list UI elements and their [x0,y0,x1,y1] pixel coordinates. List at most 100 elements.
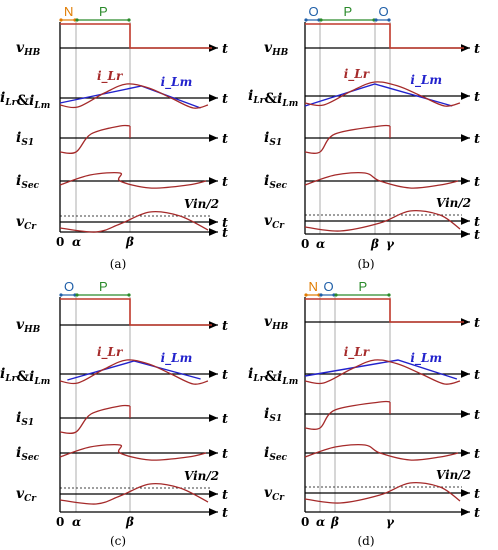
ilm-waveform [67,360,201,381]
t-label: t [474,316,480,331]
ilm-label: i_Lm [410,73,442,88]
panel-caption: (a) [110,257,127,271]
is1-waveform [59,404,131,434]
origin-label: 0 [56,515,64,529]
isec-waveform [304,443,459,461]
panel-a: t vHB t iLr&iLm t iS1 t iSec t vCr t 0 α β N Pi_Lr i_Lm V… [0,4,228,271]
t-label: t [222,226,228,241]
ilm-waveform [304,83,453,107]
tick-label-1: β [330,515,339,529]
vin-half-label: Vin/2 [436,468,471,482]
ilm-waveform [304,359,458,380]
vin-half-label: Vin/2 [184,469,219,483]
ilr-waveform [59,359,209,385]
vcr-label: vCr [264,213,285,231]
t-label: t [222,132,228,147]
isec-waveform [59,171,207,189]
ilr-waveform [59,83,209,109]
isec-waveform [59,443,207,461]
ilm-label: i_Lm [161,351,193,366]
mode-label-P: P [344,4,353,19]
mode-dot [59,293,63,297]
mode-label-N: N [64,4,73,19]
panel-caption: (d) [357,534,374,548]
tick-label-0: α [316,515,325,529]
mode-label-P: P [99,4,108,19]
t-label: t [222,216,228,231]
ilm-label: i_Lm [410,351,442,366]
tick-label-1: β [370,237,379,251]
ilr-label: i_Lr [344,67,371,82]
mode-dot [304,293,308,297]
vhb-waveform [305,298,464,323]
is1-label: iS1 [16,410,34,428]
t-label: t [222,319,228,334]
is1-waveform [304,400,391,430]
tick-label-1: β [125,235,134,249]
panel-caption: (b) [357,257,374,271]
t-label: t [222,42,228,57]
isec-label: iSec [264,173,288,191]
vhb-label: vHB [16,317,41,335]
vcr-waveform [59,483,209,505]
mode-label-N: N [309,279,318,294]
isec-label: iSec [16,445,40,463]
origin-label: 0 [301,515,309,529]
t-label: t [222,506,228,521]
ilr-label: i_Lr [344,345,371,360]
vhb-waveform [305,23,464,49]
mode-dot [127,293,131,297]
ilr-label: i_Lr [97,345,124,360]
vhb-label: vHB [16,40,41,58]
is1-waveform [59,124,131,154]
vcr-label: vCr [16,486,37,504]
tick-label-0: α [316,237,325,251]
ilr-waveform [304,81,461,107]
mode-label-O: O [309,4,319,19]
mode-dot [304,18,308,22]
ilr-ilm-label: iLr&iLm [248,88,298,109]
t-label: t [222,412,228,427]
mode-label-P: P [359,279,368,294]
mode-dot [334,293,338,297]
vhb-label: vHB [264,40,289,58]
mode-dot [127,18,131,22]
vhb-label: vHB [264,314,289,332]
t-label: t [474,487,480,502]
tick-label-0: α [72,235,81,249]
tick-label-2: γ [386,515,395,529]
vin-half-label: Vin/2 [436,196,471,210]
t-label: t [474,42,480,57]
mode-label-O: O [64,279,74,294]
mode-dot [75,293,79,297]
panel-d: t vHB t iLr&iLm t iS1 t iSec t vCr t 0 α β γ N O Pi_Lr i_L… [248,279,480,548]
vhb-waveform [60,298,212,326]
origin-label: 0 [301,237,309,251]
mode-label-P: P [99,279,108,294]
mode-label-O: O [379,4,389,19]
panel-caption: (c) [110,534,126,548]
is1-waveform [304,124,391,154]
mode-dot [75,18,79,22]
vcr-waveform [304,210,461,232]
t-label: t [474,132,480,147]
vcr-label: vCr [16,214,37,232]
t-label: t [474,368,480,383]
tick-label-1: β [125,515,134,529]
ilr-label: i_Lr [97,69,124,84]
is1-label: iS1 [16,130,34,148]
mode-dot [59,18,63,22]
tick-label-2: γ [386,237,395,251]
is1-label: iS1 [264,130,282,148]
origin-label: 0 [56,235,64,249]
vin-half-label: Vin/2 [184,197,219,211]
vhb-waveform [60,23,212,49]
mode-label-O: O [324,279,334,294]
t-label: t [474,408,480,423]
t-label: t [222,175,228,190]
isec-label: iSec [16,173,40,191]
mode-dot [387,293,391,297]
vcr-waveform [59,211,209,233]
ilr-waveform [304,359,461,385]
tick-label-0: α [72,515,81,529]
